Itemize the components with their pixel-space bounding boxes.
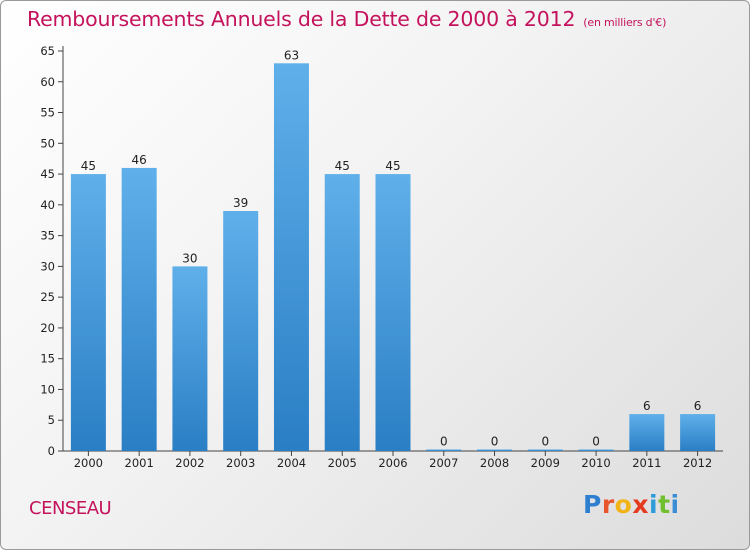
y-tick-label: 55 bbox=[40, 106, 55, 120]
y-tick-label: 20 bbox=[40, 321, 55, 335]
bar-2010 bbox=[578, 449, 614, 451]
value-label-2000: 45 bbox=[81, 159, 96, 173]
proxiti-logo[interactable]: Proxiti bbox=[583, 490, 680, 519]
logo-letter: i bbox=[670, 490, 680, 519]
x-tick-label: 2001 bbox=[125, 456, 154, 470]
y-tick-label: 30 bbox=[40, 259, 55, 273]
value-label-2010: 0 bbox=[592, 435, 600, 449]
bar-2009 bbox=[527, 449, 563, 451]
value-label-2011: 6 bbox=[643, 399, 651, 413]
x-axis: 2000 2001 2002 2003 2004 2005 2006 2007 2008 2009… bbox=[63, 450, 723, 470]
y-tick-label: 50 bbox=[40, 136, 55, 150]
bar-2005 bbox=[324, 174, 360, 452]
x-tick-label: 2007 bbox=[429, 456, 458, 470]
y-tick-label: 0 bbox=[48, 444, 55, 458]
logo-letter: P bbox=[583, 490, 602, 519]
y-tick-label: 10 bbox=[40, 382, 55, 396]
value-label-2006: 45 bbox=[385, 159, 400, 173]
chart-title: Remboursements Annuels de la Dette de 20… bbox=[27, 7, 666, 31]
logo-letter: r bbox=[601, 490, 615, 519]
bar-2001 bbox=[121, 167, 157, 451]
value-label-2012: 6 bbox=[694, 399, 702, 413]
y-tick-label: 45 bbox=[40, 167, 55, 181]
y-tick-label: 15 bbox=[40, 352, 55, 366]
logo-letter: x bbox=[632, 490, 649, 519]
y-tick-label: 5 bbox=[48, 413, 55, 427]
bar-2012 bbox=[680, 414, 716, 451]
y-tick-label: 35 bbox=[40, 229, 55, 243]
chart-title-text: Remboursements Annuels de la Dette de 20… bbox=[27, 7, 576, 31]
x-tick-label: 2010 bbox=[581, 456, 610, 470]
x-tick-label: 2003 bbox=[226, 456, 255, 470]
bar-2006 bbox=[375, 174, 411, 452]
bar-2011 bbox=[629, 414, 665, 451]
logo-letter: i bbox=[649, 490, 659, 519]
bar-2003 bbox=[223, 211, 259, 451]
value-label-2004: 63 bbox=[284, 48, 299, 62]
y-axis: 0 5 10 15 20 25 30 35 40 45 50 55 60 65 bbox=[40, 44, 64, 458]
value-label-2002: 30 bbox=[182, 251, 197, 265]
value-label-2008: 0 bbox=[491, 435, 499, 449]
bar-2004 bbox=[273, 63, 309, 452]
value-labels: 45 46 30 39 63 45 45 0 0 0 0 6 6 bbox=[81, 48, 702, 448]
bars bbox=[70, 63, 716, 452]
value-label-2001: 46 bbox=[132, 153, 147, 167]
x-tick-label: 2008 bbox=[480, 456, 509, 470]
value-label-2003: 39 bbox=[233, 196, 248, 210]
logo-letter: o bbox=[614, 490, 633, 519]
y-tick-label: 25 bbox=[40, 290, 55, 304]
x-tick-label: 2011 bbox=[632, 456, 661, 470]
x-tick-label: 2005 bbox=[328, 456, 357, 470]
x-tick-label: 2012 bbox=[683, 456, 712, 470]
value-label-2007: 0 bbox=[440, 435, 448, 449]
x-tick-label: 2002 bbox=[175, 456, 204, 470]
commune-name: CENSEAU bbox=[29, 498, 112, 519]
x-tick-label: 2009 bbox=[531, 456, 560, 470]
bar-2002 bbox=[172, 266, 208, 451]
y-tick-label: 40 bbox=[40, 198, 55, 212]
bar-2000 bbox=[70, 174, 106, 452]
bar-2007 bbox=[426, 449, 462, 451]
bar-2008 bbox=[477, 449, 513, 451]
chart-unit: (en milliers d'€) bbox=[583, 16, 667, 29]
x-tick-label: 2006 bbox=[378, 456, 407, 470]
value-label-2005: 45 bbox=[335, 159, 350, 173]
y-tick-label: 60 bbox=[40, 75, 55, 89]
value-label-2009: 0 bbox=[541, 435, 549, 449]
x-tick-label: 2000 bbox=[74, 456, 103, 470]
x-tick-label: 2004 bbox=[277, 456, 306, 470]
y-tick-label: 65 bbox=[40, 44, 55, 58]
logo-letter: t bbox=[658, 490, 671, 519]
